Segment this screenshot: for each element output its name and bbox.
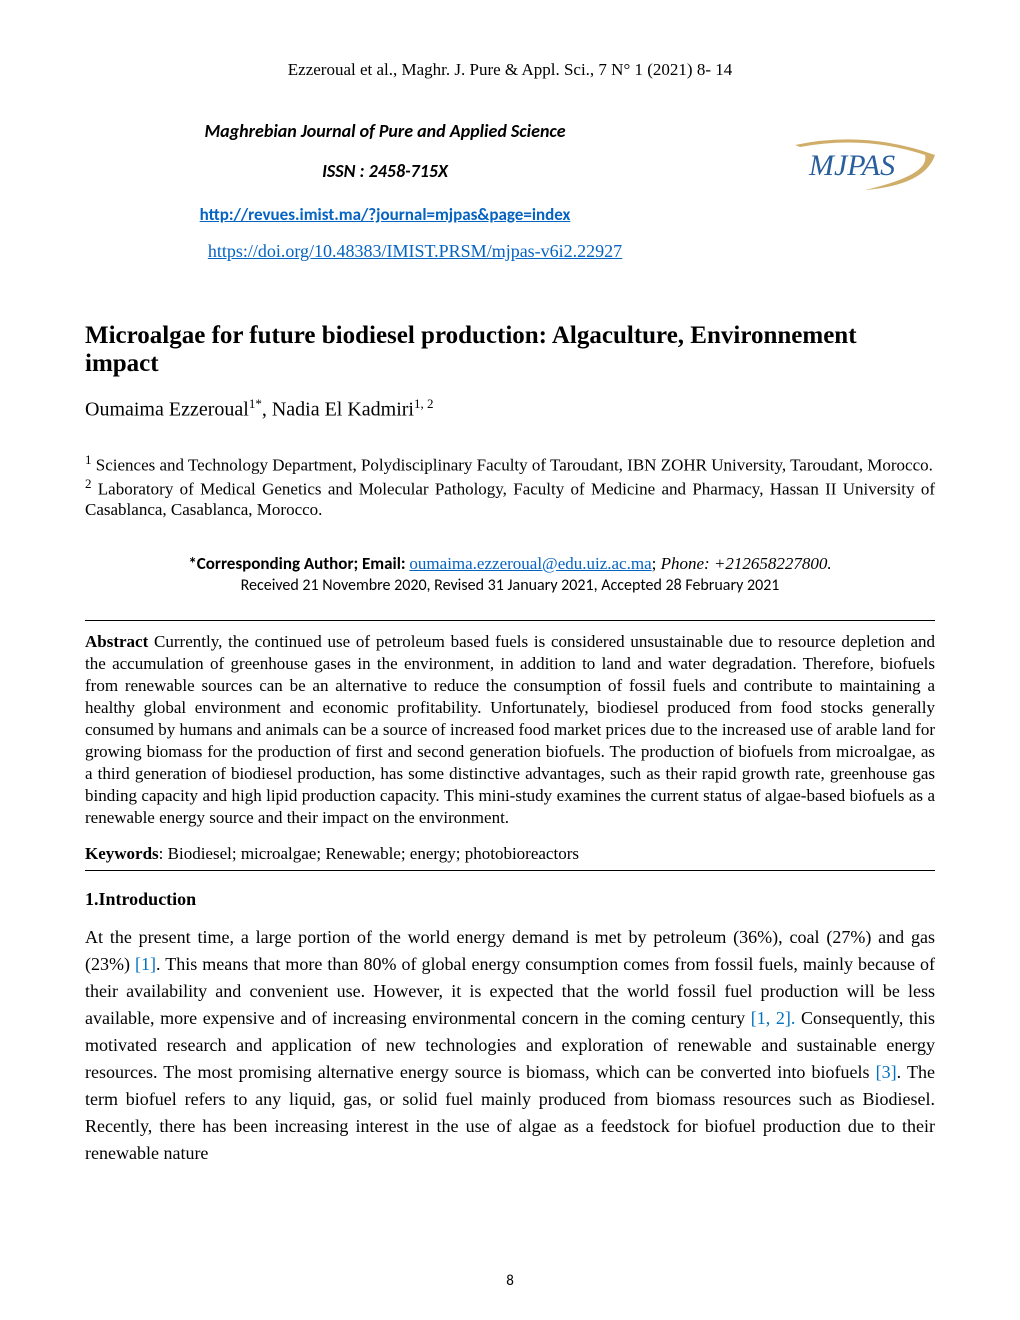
citation-1: [1] <box>135 954 156 974</box>
author-2-sup: 1, 2 <box>414 396 434 411</box>
doi-line: https://doi.org/10.48383/IMIST.PRSM/mjpa… <box>135 241 695 262</box>
citation-3: [3] <box>876 1062 897 1082</box>
author-1-sup: 1* <box>249 396 262 411</box>
journal-url-line: http://revues.imist.ma/?journal=mjpas&pa… <box>135 204 635 225</box>
author-1-name: Oumaima Ezzeroual <box>85 399 249 421</box>
affiliation-1: 1 Sciences and Technology Department, Po… <box>85 452 935 476</box>
intro-paragraph: At the present time, a large portion of … <box>85 924 935 1167</box>
corresponding-email-link[interactable]: oumaima.ezzeroual@edu.uiz.ac.ma <box>409 554 651 573</box>
journal-header-block: Maghrebian Journal of Pure and Applied S… <box>85 120 935 262</box>
keywords-label: Keywords <box>85 844 159 863</box>
journal-issn: ISSN : 2458-715X <box>135 160 635 182</box>
citation-2: [1, 2]. <box>751 1008 796 1028</box>
mjpas-logo-icon: MJPAS <box>795 135 935 195</box>
authors-line: Oumaima Ezzeroual1*, Nadia El Kadmiri1, … <box>85 396 935 422</box>
author-2-name: Nadia El Kadmiri <box>272 399 414 421</box>
abstract-text: Currently, the continued use of petroleu… <box>85 632 935 828</box>
article-dates: Received 21 Novembre 2020, Revised 31 Ja… <box>85 576 935 595</box>
affil-1-text: Sciences and Technology Department, Poly… <box>92 455 933 474</box>
abstract-block: Abstract Currently, the continued use of… <box>85 631 935 830</box>
affiliation-2: 2 Laboratory of Medical Genetics and Mol… <box>85 476 935 521</box>
divider-top <box>85 620 935 621</box>
journal-logo: MJPAS <box>795 135 935 200</box>
corresponding-label: *Corresponding Author; Email: <box>188 553 409 574</box>
section-1-heading: 1.Introduction <box>85 889 935 910</box>
abstract-label: Abstract <box>85 632 154 651</box>
keywords-line: Keywords: Biodiesel; microalgae; Renewab… <box>85 844 935 864</box>
author-sep: , <box>262 399 272 421</box>
corresponding-sep: ; <box>652 554 661 573</box>
running-header: Ezzeroual et al., Maghr. J. Pure & Appl.… <box>85 60 935 80</box>
journal-name: Maghrebian Journal of Pure and Applied S… <box>135 120 635 142</box>
doi-link[interactable]: https://doi.org/10.48383/IMIST.PRSM/mjpa… <box>208 241 622 261</box>
corresponding-phone: Phone: +212658227800. <box>661 554 832 573</box>
keywords-text: : Biodiesel; microalgae; Renewable; ener… <box>159 844 579 863</box>
divider-bottom <box>85 870 935 871</box>
article-title: Microalgae for future biodiesel producti… <box>85 322 935 378</box>
page-number: 8 <box>0 1272 1020 1290</box>
corresponding-line: *Corresponding Author; Email: oumaima.ez… <box>85 553 935 574</box>
affil-2-text: Laboratory of Medical Genetics and Molec… <box>85 479 935 519</box>
journal-url-link[interactable]: http://revues.imist.ma/?journal=mjpas&pa… <box>200 204 571 225</box>
svg-text:MJPAS: MJPAS <box>808 149 895 182</box>
